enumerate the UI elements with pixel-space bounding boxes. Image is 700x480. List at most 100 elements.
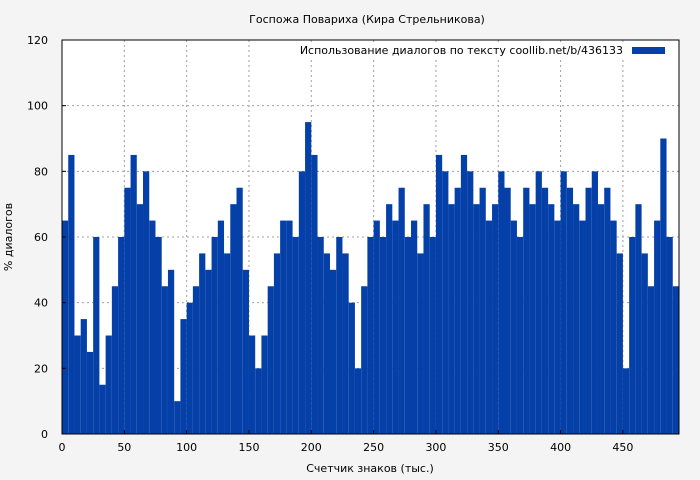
bar [635, 204, 642, 434]
bar [423, 204, 430, 434]
x-tick-label: 0 [59, 441, 66, 454]
bar [311, 154, 318, 434]
bar [435, 154, 443, 434]
bar [124, 187, 131, 434]
bar [597, 204, 605, 434]
bar [591, 171, 598, 435]
chart-title: Госпожа Повариха (Кира Стрельникова) [249, 13, 485, 26]
bar [473, 204, 480, 434]
bar [68, 154, 75, 434]
bar [510, 220, 517, 434]
bar [143, 171, 150, 435]
y-tick-label: 40 [34, 297, 48, 310]
bar [573, 204, 580, 434]
bar [654, 220, 661, 434]
bar [367, 237, 374, 434]
bar [616, 253, 623, 434]
x-tick-label: 50 [117, 441, 131, 454]
legend: Использование диалогов по тексту coollib… [300, 42, 677, 59]
bar [224, 253, 231, 434]
bar [329, 269, 337, 434]
x-tick-label: 250 [363, 441, 384, 454]
bar [174, 401, 181, 434]
y-tick-label: 0 [41, 428, 48, 441]
bar [130, 154, 137, 434]
bar [460, 154, 468, 434]
bar [111, 286, 119, 434]
bar [62, 220, 69, 434]
bar [211, 237, 218, 434]
bar [535, 171, 542, 435]
bar [74, 335, 81, 434]
x-axis-label: Счетчик знаков (тыс.) [306, 462, 434, 475]
y-tick-label: 120 [27, 34, 48, 47]
bar [255, 368, 262, 434]
bar [404, 237, 412, 434]
bar [386, 204, 393, 434]
x-tick-label: 200 [301, 441, 322, 454]
bar [136, 204, 144, 434]
bar [622, 368, 630, 434]
bar [242, 269, 249, 434]
y-axis-label: % диалогов [2, 203, 15, 271]
bar [217, 220, 225, 434]
bar [186, 302, 193, 434]
bar [454, 187, 461, 434]
bar [342, 253, 349, 434]
bar [566, 187, 574, 434]
bar [660, 138, 667, 434]
bar [286, 220, 293, 434]
bar [161, 286, 168, 434]
x-tick-label: 100 [176, 441, 197, 454]
bar [610, 220, 617, 434]
bar [317, 237, 324, 434]
bar [149, 220, 156, 434]
bar [467, 171, 474, 435]
y-tick-label: 100 [27, 100, 48, 113]
bar [548, 204, 555, 434]
bar [86, 351, 94, 434]
bar [379, 237, 387, 434]
bar [248, 335, 256, 434]
legend-background [306, 42, 677, 59]
bar [529, 204, 536, 434]
y-tick-label: 80 [34, 165, 48, 178]
bar [167, 269, 175, 434]
bar [336, 237, 343, 434]
legend-label: Использование диалогов по тексту coollib… [300, 44, 623, 57]
bar [498, 171, 505, 435]
bar [647, 286, 655, 434]
bar [516, 237, 524, 434]
bar [192, 286, 200, 434]
bar [273, 253, 281, 434]
bar [280, 220, 287, 434]
bar [199, 253, 206, 434]
bar [230, 204, 237, 434]
y-tick-label: 60 [34, 231, 48, 244]
bar [672, 286, 679, 434]
bar [398, 187, 405, 434]
bar [261, 335, 268, 434]
bar [292, 237, 299, 434]
bar [99, 384, 106, 434]
bar [560, 171, 567, 435]
bar [267, 286, 274, 434]
bar [105, 335, 112, 434]
bar [429, 237, 436, 434]
bar [205, 269, 212, 434]
bar [180, 319, 187, 434]
bar [629, 237, 636, 434]
bar-series [62, 122, 679, 435]
bar [666, 237, 673, 434]
x-tick-label: 450 [612, 441, 633, 454]
y-axis-ticks: 0 20 40 60 80 100 120 [27, 34, 66, 441]
bar [485, 220, 493, 434]
bar [348, 302, 355, 434]
bar [354, 368, 362, 434]
bar [305, 122, 312, 434]
bar [442, 171, 449, 435]
legend-swatch [632, 47, 665, 54]
bar [80, 319, 87, 434]
x-tick-label: 400 [550, 441, 571, 454]
